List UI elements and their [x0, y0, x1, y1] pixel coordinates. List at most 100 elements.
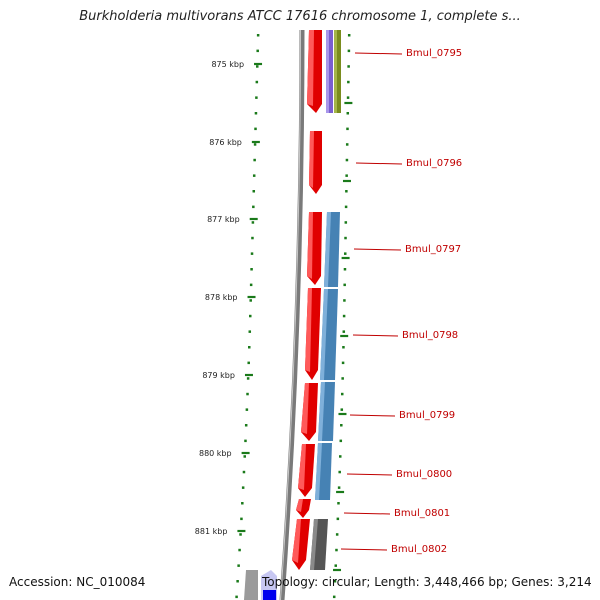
minor-tick	[249, 283, 253, 287]
gene-leader-line	[352, 334, 399, 337]
minor-tick	[337, 502, 340, 505]
minor-tick	[250, 252, 254, 255]
minor-tick	[347, 80, 350, 84]
gene-label[interactable]: Bmul_0799	[399, 410, 455, 421]
minor-tick	[251, 221, 255, 224]
minor-tick	[250, 268, 253, 271]
cds-track	[292, 30, 322, 570]
minor-tick	[241, 486, 245, 489]
minor-tick	[334, 564, 337, 567]
minor-tick	[345, 158, 349, 162]
minor-tick	[340, 392, 344, 396]
gene-label[interactable]: Bmul_0800	[396, 469, 452, 480]
kbp-tick-label: 881 kbp	[195, 527, 228, 536]
minor-tick	[245, 408, 249, 411]
minor-tick	[345, 143, 349, 146]
minor-ticks-right	[332, 34, 351, 599]
kbp-tick-label: 875 kbp	[211, 60, 244, 69]
minor-tick	[343, 268, 347, 271]
minor-tick	[253, 143, 257, 146]
cds-arrow-highlight	[296, 499, 303, 512]
minor-tick	[251, 236, 254, 240]
cds-arrow-highlight	[307, 212, 313, 279]
minor-ticks-left	[235, 34, 260, 599]
minor-tick	[335, 548, 338, 552]
minor-tick	[346, 127, 349, 131]
minor-tick	[347, 65, 350, 68]
major-ticks: 875 kbp 876 kbp 877 kbp 878 kbp 879 kbp 880 k…	[195, 60, 353, 572]
cds-arrow-highlight	[298, 444, 306, 490]
gene-label[interactable]: Bmul_0802	[391, 544, 447, 555]
minor-tick	[248, 346, 251, 349]
minor-tick	[340, 424, 343, 427]
kbp-tick-label: 879 kbp	[202, 371, 235, 380]
kbp-tick-label: 876 kbp	[209, 138, 242, 147]
gene-label[interactable]: Bmul_0796	[406, 158, 462, 169]
kbp-tick-label: 878 kbp	[205, 293, 238, 302]
minor-tick	[252, 205, 255, 209]
gene-label[interactable]: Bmul_0797	[405, 244, 461, 255]
chromosome-backbone-highlight	[280, 29, 301, 600]
minor-tick	[249, 299, 252, 302]
minor-tick	[254, 112, 258, 115]
gene-label[interactable]: Bmul_0798	[402, 330, 458, 341]
olive-feature-shade	[334, 30, 337, 113]
minor-tick	[343, 299, 346, 302]
gene-track	[310, 212, 340, 570]
kbp-tick-label: 877 kbp	[207, 215, 240, 224]
minor-tick	[255, 80, 259, 84]
minor-tick	[347, 49, 351, 53]
minor-tick	[339, 455, 342, 458]
cds-arrow-highlight	[292, 519, 301, 563]
minor-tick	[340, 408, 344, 411]
minor-tick	[342, 346, 345, 349]
minor-tick	[345, 174, 348, 177]
minor-tick	[254, 127, 257, 131]
minor-tick	[238, 548, 241, 552]
chromosome-backbone	[279, 29, 305, 600]
minor-tick	[253, 158, 256, 162]
gene-leader-line	[349, 414, 396, 417]
cds-arrow-highlight	[309, 131, 314, 188]
blue-feature-shade	[318, 382, 325, 441]
blue-partial-feature[interactable]	[263, 590, 276, 600]
minor-tick	[256, 49, 259, 53]
minor-tick	[342, 330, 346, 333]
kbp-tick-label: 880 kbp	[199, 449, 232, 458]
summary-text: Topology: circular; Length: 3,448,466 bp…	[262, 575, 592, 589]
minor-tick	[341, 377, 344, 380]
gene-leader-line	[340, 548, 388, 551]
minor-tick	[341, 361, 345, 365]
gene-label[interactable]: Bmul_0801	[394, 508, 450, 519]
minor-tick	[346, 112, 350, 115]
cds-arrow-highlight	[301, 383, 309, 434]
minor-tick	[338, 470, 341, 474]
minor-tick	[347, 34, 351, 37]
blue-feature-shade	[320, 289, 328, 380]
minor-tick	[255, 96, 258, 99]
gene-label[interactable]: Bmul_0795	[406, 48, 462, 59]
minor-tick	[344, 205, 348, 209]
minor-tick	[235, 595, 238, 599]
minor-tick	[343, 283, 346, 287]
minor-tick	[240, 517, 243, 521]
minor-tick	[244, 439, 247, 443]
gray-partial-feature[interactable]	[244, 570, 258, 600]
minor-tick	[346, 96, 350, 99]
minor-tick	[256, 34, 260, 37]
minor-tick	[244, 424, 248, 427]
blue-feature-shade	[315, 443, 322, 500]
gray-feature-shade	[310, 519, 318, 570]
map-title: Burkholderia multivorans ATCC 17616 chro…	[79, 9, 521, 24]
purple-feature-shade	[326, 30, 329, 113]
minor-tick	[243, 455, 246, 458]
minor-tick	[332, 595, 336, 599]
minor-tick	[241, 502, 244, 505]
gene-leader-line	[353, 248, 402, 251]
gene-labels: Bmul_0795 Bmul_0796 Bmul_0797 Bmul_0798 Bmul…	[340, 48, 462, 555]
minor-tick	[237, 564, 240, 567]
minor-tick	[252, 174, 256, 177]
gene-leader-line	[355, 162, 403, 165]
minor-tick	[246, 377, 250, 380]
